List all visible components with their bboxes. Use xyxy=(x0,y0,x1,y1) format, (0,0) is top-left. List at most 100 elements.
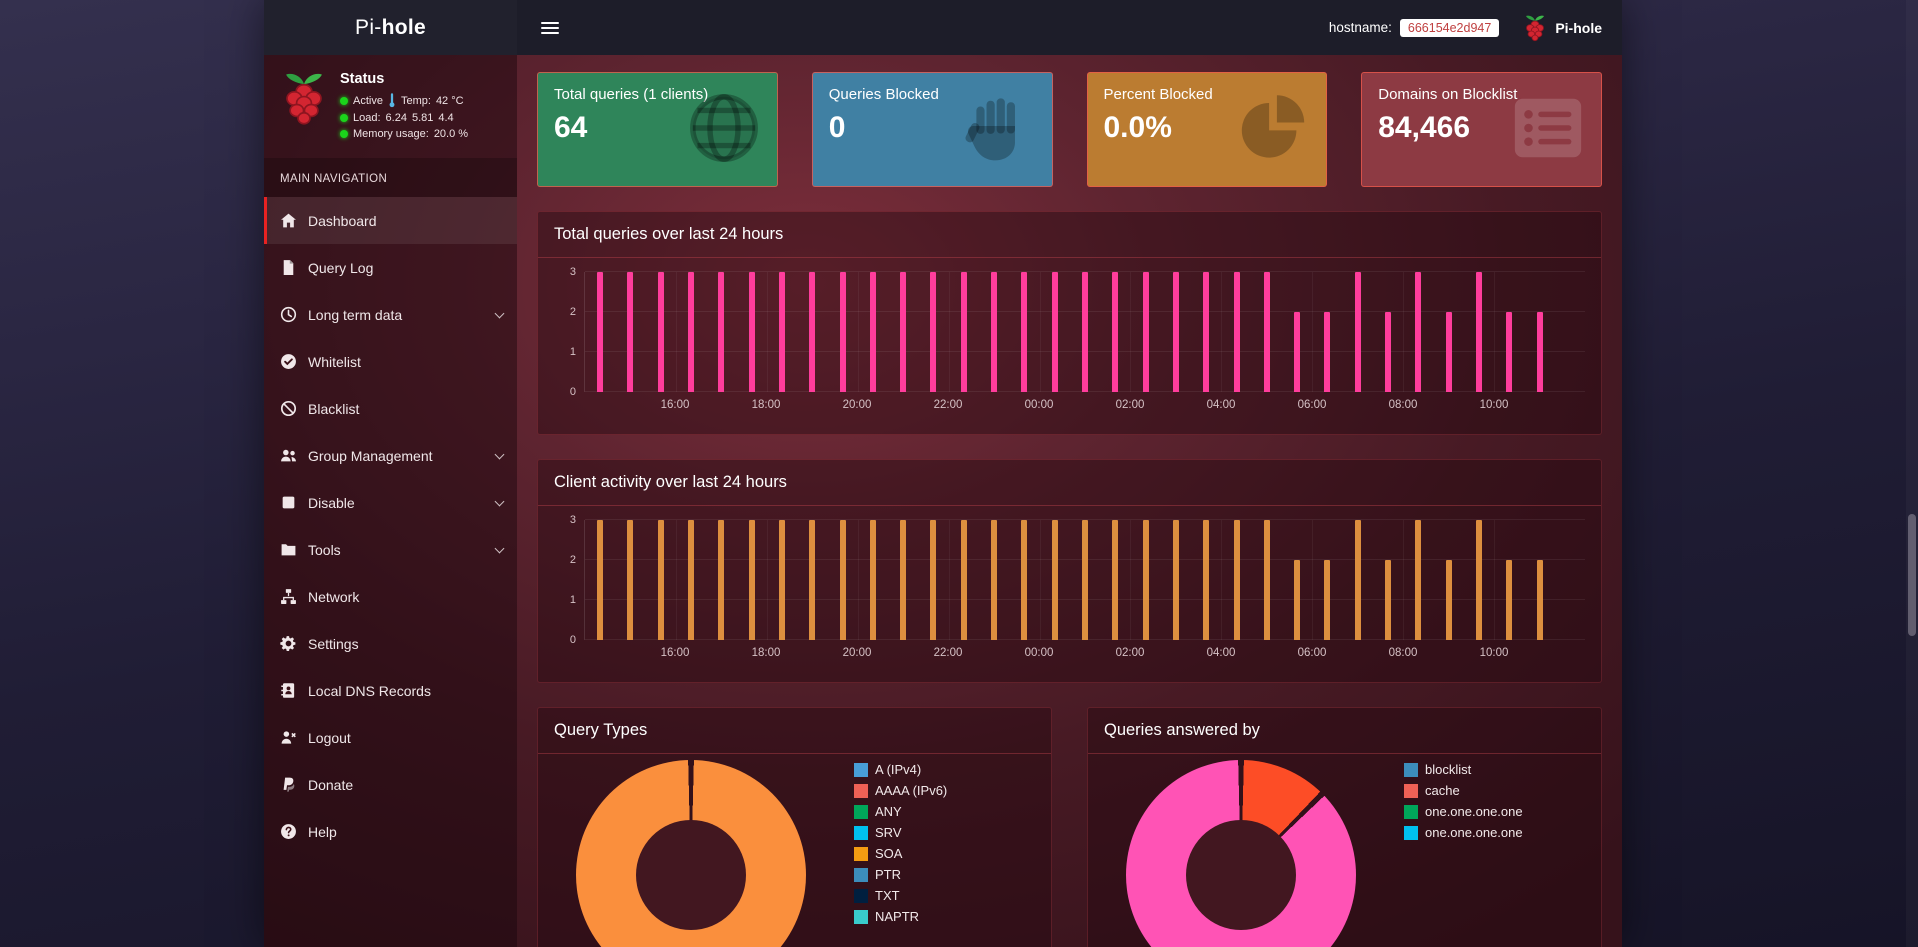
legend-item[interactable]: one.one.one.one xyxy=(1404,804,1523,819)
bar[interactable] xyxy=(1263,520,1270,640)
bar[interactable] xyxy=(1172,520,1179,640)
sidebar-item-settings[interactable]: Settings xyxy=(264,620,517,667)
sidebar-item-blacklist[interactable]: Blacklist xyxy=(264,385,517,432)
bar[interactable] xyxy=(1263,272,1270,392)
bar[interactable] xyxy=(1445,560,1452,640)
bar[interactable] xyxy=(657,520,664,640)
bar[interactable] xyxy=(1294,312,1301,392)
bar[interactable] xyxy=(1112,520,1119,640)
bar[interactable] xyxy=(688,272,695,392)
bar[interactable] xyxy=(900,272,907,392)
bar[interactable] xyxy=(1142,520,1149,640)
pihole-brand-link[interactable]: Pi-hole xyxy=(1523,14,1602,42)
legend-item[interactable]: ANY xyxy=(854,804,947,819)
sidebar-item-logout[interactable]: Logout xyxy=(264,714,517,761)
bar[interactable] xyxy=(1112,272,1119,392)
legend-item[interactable]: TXT xyxy=(854,888,947,903)
bar[interactable] xyxy=(991,272,998,392)
bar-chart-canvas[interactable] xyxy=(584,271,1585,392)
legend-item[interactable]: NAPTR xyxy=(854,909,947,924)
bar[interactable] xyxy=(1354,520,1361,640)
sidebar-item-network[interactable]: Network xyxy=(264,573,517,620)
sidebar-item-disable[interactable]: Disable xyxy=(264,479,517,526)
bar[interactable] xyxy=(1354,272,1361,392)
sidebar-item-whitelist[interactable]: Whitelist xyxy=(264,338,517,385)
bar[interactable] xyxy=(1172,272,1179,392)
bar[interactable] xyxy=(1082,520,1088,640)
panel-title: Total queries over last 24 hours xyxy=(538,212,1601,258)
legend-item[interactable]: A (IPv4) xyxy=(854,762,947,777)
bar[interactable] xyxy=(1445,312,1452,392)
sidebar-item-local-dns-records[interactable]: Local DNS Records xyxy=(264,667,517,714)
bar[interactable] xyxy=(1294,560,1301,640)
bar[interactable] xyxy=(869,272,876,392)
bar[interactable] xyxy=(1324,312,1331,392)
query-types-donut-chart[interactable] xyxy=(576,760,806,947)
bar[interactable] xyxy=(1475,520,1482,640)
bar[interactable] xyxy=(1203,272,1210,392)
bar[interactable] xyxy=(1385,312,1392,392)
bar[interactable] xyxy=(1021,272,1028,392)
bar[interactable] xyxy=(688,520,695,640)
bar[interactable] xyxy=(1415,272,1422,392)
bar[interactable] xyxy=(839,520,846,640)
bar[interactable] xyxy=(778,520,785,640)
bar[interactable] xyxy=(748,520,755,640)
bar[interactable] xyxy=(1536,560,1543,640)
bar[interactable] xyxy=(1233,520,1240,640)
bar[interactable] xyxy=(627,520,634,640)
bar[interactable] xyxy=(1082,272,1088,392)
bar[interactable] xyxy=(1475,272,1482,392)
scrollbar[interactable] xyxy=(1906,0,1918,947)
sidebar-item-donate[interactable]: Donate xyxy=(264,761,517,808)
bar[interactable] xyxy=(1506,312,1513,392)
bar[interactable] xyxy=(869,520,876,640)
sidebar-item-long-term-data[interactable]: Long term data xyxy=(264,291,517,338)
app-logo[interactable]: Pi-hole xyxy=(264,0,517,55)
scrollbar-thumb[interactable] xyxy=(1908,514,1916,636)
legend-item[interactable]: blocklist xyxy=(1404,762,1523,777)
queries-answered-donut-chart[interactable] xyxy=(1126,760,1356,947)
legend-item[interactable]: one.one.one.one xyxy=(1404,825,1523,840)
legend-item[interactable]: AAAA (IPv6) xyxy=(854,783,947,798)
bar[interactable] xyxy=(1415,520,1422,640)
bar[interactable] xyxy=(839,272,846,392)
bar[interactable] xyxy=(1203,520,1210,640)
bar[interactable] xyxy=(627,272,634,392)
bar[interactable] xyxy=(718,272,725,392)
bar[interactable] xyxy=(900,520,907,640)
legend-item[interactable]: cache xyxy=(1404,783,1523,798)
bar[interactable] xyxy=(1233,272,1240,392)
sidebar-toggle-button[interactable] xyxy=(537,13,563,43)
bar[interactable] xyxy=(809,272,816,392)
sidebar-item-help[interactable]: Help xyxy=(264,808,517,855)
bar[interactable] xyxy=(960,272,967,392)
bar[interactable] xyxy=(1385,560,1392,640)
bar[interactable] xyxy=(748,272,755,392)
bar[interactable] xyxy=(1536,312,1543,392)
bar[interactable] xyxy=(1506,560,1513,640)
bar[interactable] xyxy=(1051,272,1058,392)
sidebar-item-dashboard[interactable]: Dashboard xyxy=(264,197,517,244)
sidebar-item-tools[interactable]: Tools xyxy=(264,526,517,573)
bar[interactable] xyxy=(930,272,937,392)
legend-item[interactable]: SOA xyxy=(854,846,947,861)
bar[interactable] xyxy=(1324,560,1331,640)
bar[interactable] xyxy=(597,272,604,392)
bar[interactable] xyxy=(718,520,725,640)
bar[interactable] xyxy=(1021,520,1028,640)
bar[interactable] xyxy=(657,272,664,392)
bar[interactable] xyxy=(809,520,816,640)
legend-item[interactable]: PTR xyxy=(854,867,947,882)
bar[interactable] xyxy=(991,520,998,640)
legend-item[interactable]: SRV xyxy=(854,825,947,840)
bar[interactable] xyxy=(1051,520,1058,640)
bar[interactable] xyxy=(597,520,604,640)
bar[interactable] xyxy=(930,520,937,640)
sidebar-item-group-management[interactable]: Group Management xyxy=(264,432,517,479)
bar-chart-canvas[interactable] xyxy=(584,519,1585,640)
bar[interactable] xyxy=(1142,272,1149,392)
sidebar-item-query-log[interactable]: Query Log xyxy=(264,244,517,291)
bar[interactable] xyxy=(778,272,785,392)
bar[interactable] xyxy=(960,520,967,640)
